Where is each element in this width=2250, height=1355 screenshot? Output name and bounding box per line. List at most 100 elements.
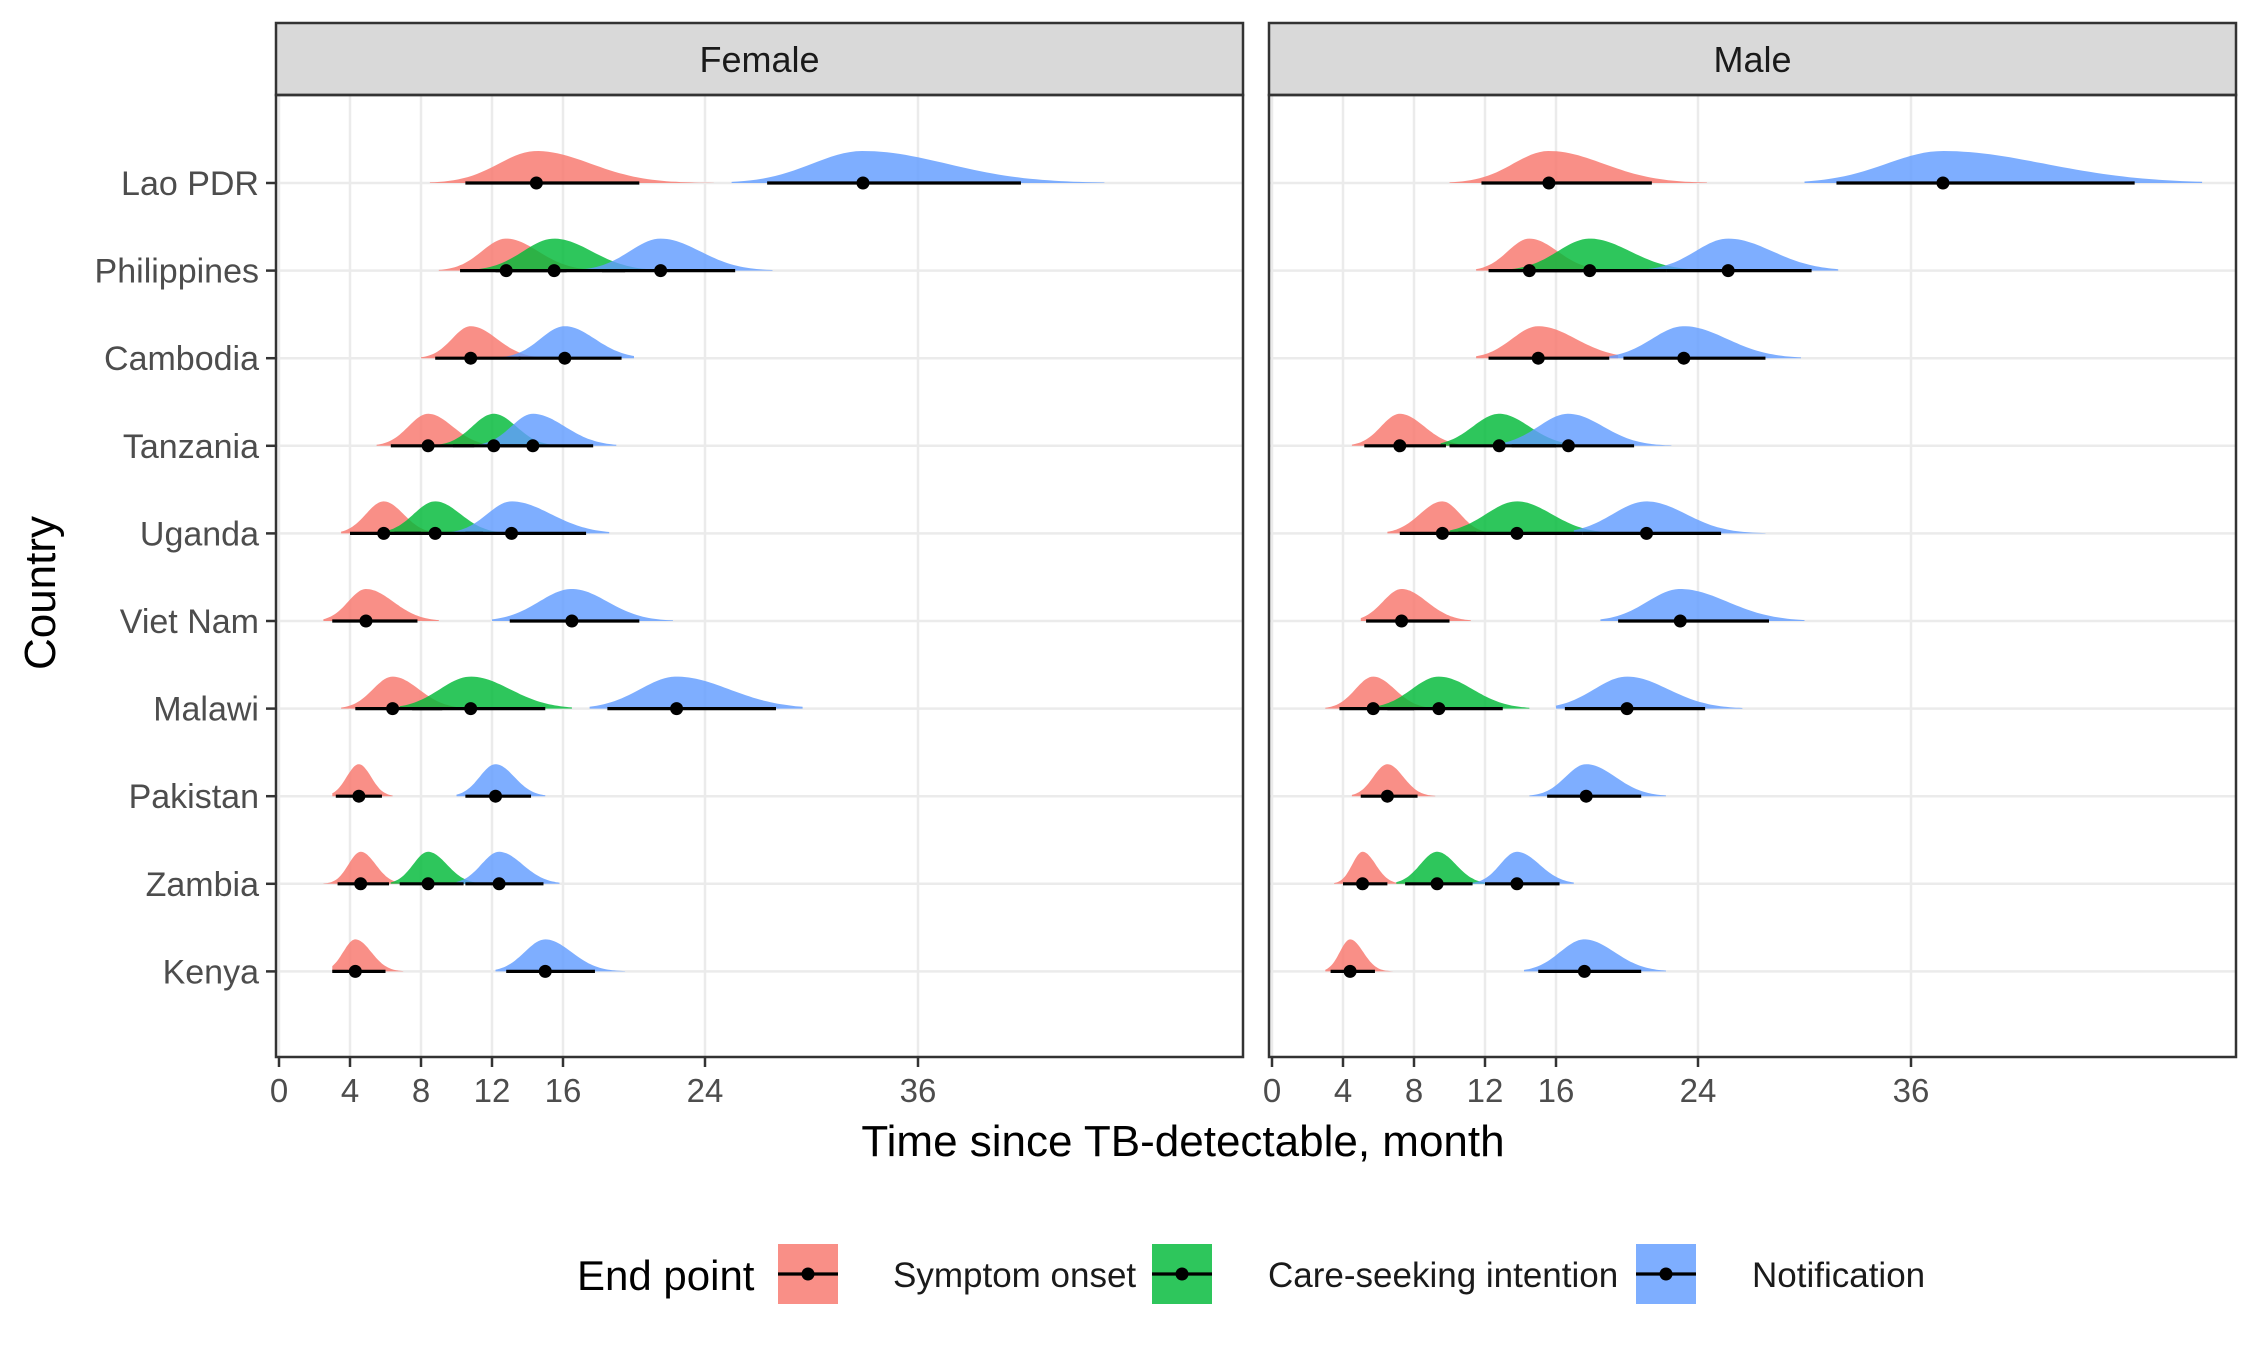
legend-item-notification: Notification — [1636, 1244, 1925, 1304]
median-point-male-uganda-symptom-onset — [1435, 526, 1449, 540]
ridge-male-viet-nam-symptom-onset — [1360, 589, 1471, 621]
ridge-female-kenya-symptom-onset — [332, 939, 404, 972]
ridge-male-lao-pdr-symptom-onset — [1449, 151, 1707, 183]
x-tick-label-male-16: 16 — [1538, 1072, 1575, 1109]
legend: End point Symptom onset Care-seeking inte… — [577, 1244, 1925, 1304]
median-point-female-philippines-notification — [654, 264, 668, 278]
median-point-male-pakistan-notification — [1579, 789, 1593, 803]
x-tick-label-male-0: 0 — [1263, 1072, 1281, 1109]
x-tick-label-female-36: 36 — [900, 1072, 937, 1109]
ridge-male-cambodia-symptom-onset — [1476, 326, 1619, 359]
plot-area-female — [276, 95, 1243, 1057]
legend-label-symptom-onset: Symptom onset — [893, 1256, 1136, 1295]
median-point-male-lao-pdr-notification — [1936, 176, 1950, 190]
y-tick-label-uganda: Uganda — [140, 515, 259, 553]
x-tick-label-male-4: 4 — [1334, 1072, 1352, 1109]
ridge-male-philippines-care-seeking-intention — [1511, 238, 1690, 271]
median-point-female-kenya-notification — [538, 964, 552, 978]
median-point-female-uganda-care-seeking-intention — [428, 526, 442, 540]
ridge-female-zambia-notification — [456, 851, 560, 884]
panels-layer: Female 0 4 8 12 16 24 36 Lao PDR Philippines Cambo… — [95, 21, 2238, 1109]
y-tick-label-philippines: Philippines — [95, 253, 259, 291]
median-point-female-cambodia-notification — [558, 351, 572, 365]
y-tick-label-lao-pdr: Lao PDR — [121, 165, 259, 203]
ridge-male-zambia-care-seeking-intention — [1396, 851, 1485, 884]
strip-male — [1267, 21, 2238, 97]
legend-item-symptom-onset: Symptom onset — [778, 1244, 1136, 1304]
median-point-female-zambia-care-seeking-intention — [421, 877, 435, 891]
panel-male: Male 0 4 8 12 16 24 36 — [1263, 21, 2238, 1109]
y-tick-label-cambodia: Cambodia — [104, 340, 259, 378]
median-point-male-tanzania-care-seeking-intention — [1492, 439, 1506, 453]
ridge-female-philippines-notification — [580, 238, 773, 271]
ridge-female-cambodia-symptom-onset — [421, 326, 542, 359]
median-point-male-tanzania-symptom-onset — [1393, 439, 1407, 453]
ridge-male-pakistan-symptom-onset — [1351, 764, 1436, 797]
median-point-male-philippines-notification — [1721, 264, 1735, 278]
x-tick-label-female-0: 0 — [270, 1072, 288, 1109]
panel-border-female — [274, 93, 1245, 1059]
x-axis-title: Time since TB-detectable, month — [861, 1117, 1504, 1166]
ridge-female-lao-pdr-notification — [731, 151, 1105, 183]
median-point-female-lao-pdr-notification — [856, 176, 870, 190]
median-point-male-cambodia-notification — [1677, 351, 1691, 365]
median-point-female-pakistan-symptom-onset — [352, 789, 366, 803]
ridge-male-malawi-symptom-onset — [1325, 676, 1441, 709]
median-point-female-tanzania-notification — [526, 439, 540, 453]
ridge-female-tanzania-notification — [474, 413, 617, 446]
median-point-female-viet-nam-notification — [565, 614, 579, 628]
legend-key-point-care-seeking-intention — [1175, 1267, 1189, 1281]
ridge-male-viet-nam-notification — [1600, 589, 1805, 621]
median-point-female-malawi-notification — [670, 702, 684, 716]
median-point-female-lao-pdr-symptom-onset — [529, 176, 543, 190]
ridge-female-lao-pdr-symptom-onset — [429, 151, 714, 183]
ridge-male-uganda-notification — [1573, 501, 1766, 534]
median-point-female-zambia-notification — [492, 877, 506, 891]
median-point-female-malawi-care-seeking-intention — [464, 702, 478, 716]
ridge-female-uganda-notification — [447, 501, 610, 534]
ridge-male-lao-pdr-notification — [1804, 151, 2203, 183]
median-point-female-philippines-care-seeking-intention — [547, 264, 561, 278]
strip-female — [274, 21, 1245, 97]
ridge-male-cambodia-notification — [1609, 326, 1801, 359]
median-point-female-zambia-symptom-onset — [354, 877, 368, 891]
ridge-female-malawi-notification — [589, 676, 803, 709]
ridge-male-malawi-notification — [1556, 676, 1743, 709]
strip-label-male: Male — [1713, 39, 1791, 80]
median-point-male-kenya-notification — [1577, 964, 1591, 978]
median-point-male-tanzania-notification — [1561, 439, 1575, 453]
median-point-male-uganda-notification — [1640, 526, 1654, 540]
ridge-female-zambia-care-seeking-intention — [390, 851, 475, 884]
median-point-female-pakistan-notification — [489, 789, 503, 803]
y-tick-label-viet-nam: Viet Nam — [120, 603, 259, 641]
median-point-female-malawi-symptom-onset — [386, 702, 400, 716]
median-point-male-zambia-notification — [1510, 877, 1524, 891]
y-axis-title: Country — [16, 516, 65, 670]
x-tick-label-male-12: 12 — [1467, 1072, 1504, 1109]
ridge-male-tanzania-notification — [1493, 413, 1672, 446]
median-point-male-malawi-care-seeking-intention — [1432, 702, 1446, 716]
median-point-male-zambia-symptom-onset — [1356, 877, 1370, 891]
ridge-female-viet-nam-symptom-onset — [323, 589, 439, 621]
ridge-female-zambia-symptom-onset — [323, 851, 404, 884]
ridge-female-pakistan-notification — [456, 764, 546, 797]
x-tick-label-female-8: 8 — [412, 1072, 430, 1109]
y-tick-label-zambia: Zambia — [146, 866, 259, 904]
panel-female: Female 0 4 8 12 16 24 36 Lao PDR Philippines Cambo… — [95, 21, 1245, 1109]
median-point-female-cambodia-symptom-onset — [464, 351, 478, 365]
ridge-female-malawi-care-seeking-intention — [399, 676, 572, 709]
y-tick-label-pakistan: Pakistan — [129, 778, 259, 816]
median-point-female-tanzania-symptom-onset — [421, 439, 435, 453]
x-tick-label-male-36: 36 — [1893, 1072, 1930, 1109]
ridge-male-kenya-symptom-onset — [1325, 939, 1393, 972]
y-tick-label-malawi: Malawi — [153, 691, 259, 729]
median-point-male-viet-nam-symptom-onset — [1395, 614, 1409, 628]
ridge-male-pakistan-notification — [1529, 764, 1666, 797]
ridge-female-kenya-notification — [495, 939, 626, 972]
x-tick-label-male-8: 8 — [1405, 1072, 1423, 1109]
ridge-female-cambodia-notification — [500, 326, 634, 359]
median-point-female-viet-nam-symptom-onset — [359, 614, 373, 628]
median-point-male-zambia-care-seeking-intention — [1430, 877, 1444, 891]
median-point-male-uganda-care-seeking-intention — [1510, 526, 1524, 540]
